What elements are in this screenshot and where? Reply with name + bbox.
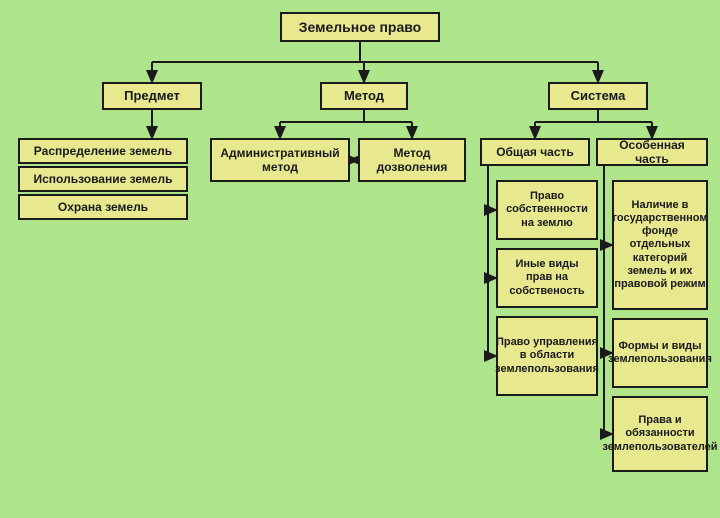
node-s-general: Общая часть <box>480 138 590 166</box>
node-s-special: Особенная часть <box>596 138 708 166</box>
node-root: Земельное право <box>280 12 440 42</box>
node-p1: Распределение земель <box>18 138 188 164</box>
node-predmet: Предмет <box>102 82 202 110</box>
node-m2: Метод дозволения <box>358 138 466 182</box>
node-p2: Использование земель <box>18 166 188 192</box>
node-g1: Право собственности на землю <box>496 180 598 240</box>
node-sp3: Права и обязанности землепользователей <box>612 396 708 472</box>
node-p3: Охрана земель <box>18 194 188 220</box>
node-m1: Административный метод <box>210 138 350 182</box>
node-g3: Право управления в области землепользова… <box>496 316 598 396</box>
node-sistema: Система <box>548 82 648 110</box>
node-sp1: Наличие в государственном фонде отдельны… <box>612 180 708 310</box>
node-sp2: Формы и виды землепользования <box>612 318 708 388</box>
node-g2: Иные виды прав на собственость <box>496 248 598 308</box>
node-metod: Метод <box>320 82 408 110</box>
